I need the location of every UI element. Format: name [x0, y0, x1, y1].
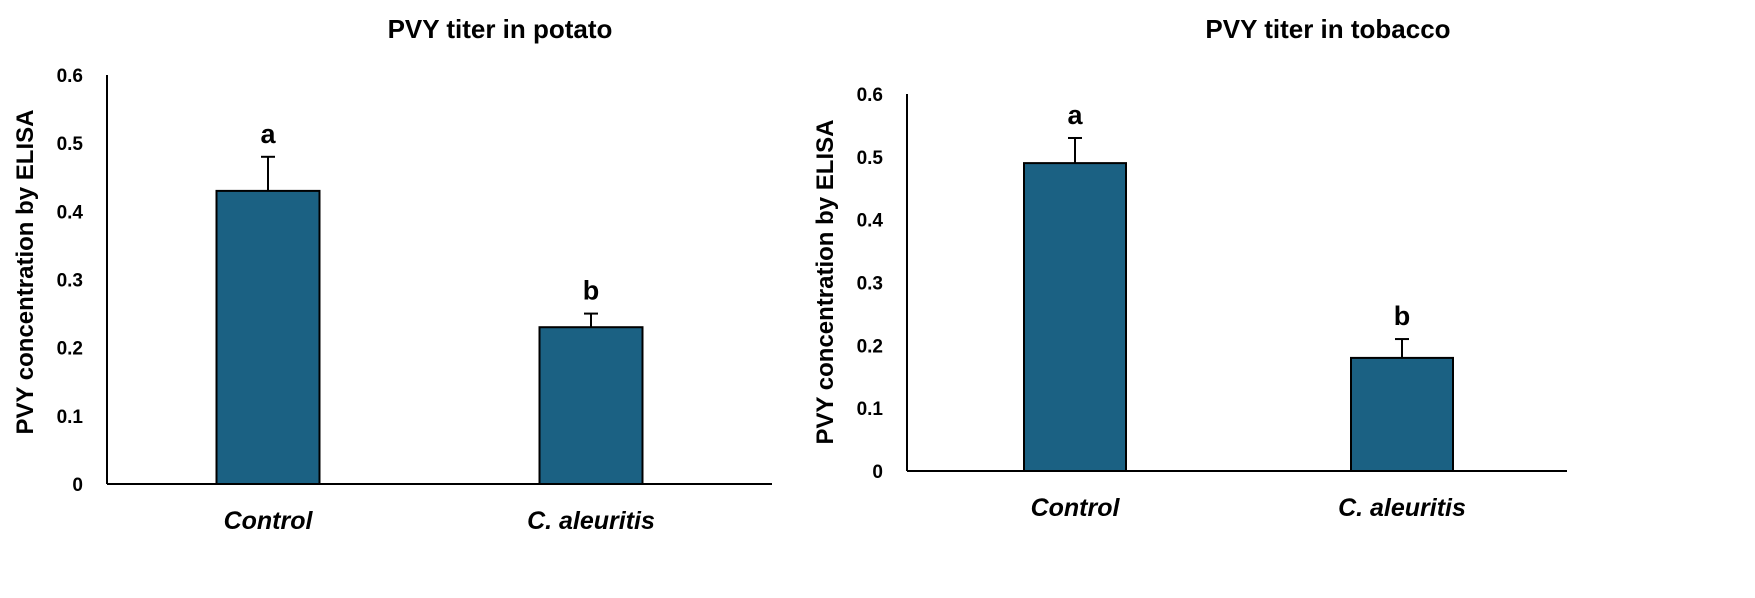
potato-y-tick-label: 0.5	[57, 134, 84, 155]
tobacco-significance-letter: b	[1394, 301, 1411, 331]
potato-error-bar-control	[261, 155, 275, 191]
potato-bar-control	[215, 189, 321, 485]
tobacco-y-axis-label: PVY concentration by ELISA	[812, 120, 839, 445]
tobacco-error-bar-c-aleuritis	[1395, 338, 1409, 358]
tobacco-y-tick-label: 0.2	[857, 336, 883, 357]
potato-y-tick-label: 0.2	[57, 339, 83, 360]
potato-y-axis-label: PVY concentration by ELISA	[12, 110, 39, 435]
tobacco-error-bar-control	[1068, 136, 1082, 164]
potato-y-tick-label: 0.4	[57, 202, 84, 223]
potato-y-tick-label: 0.6	[57, 66, 83, 87]
tobacco-y-ticks: 0 0.1 0.2 0.3 0.4 0.5 0.6	[857, 85, 884, 483]
tobacco-y-tick-label: 0.5	[857, 148, 884, 169]
potato-y-ticks: 0 0.1 0.2 0.3 0.4 0.5 0.6	[57, 66, 84, 496]
tobacco-y-tick-label: 0.6	[857, 85, 883, 106]
potato-chart: PVY titer in potato PVY concentration by…	[12, 14, 772, 535]
tobacco-y-tick-label: 0.1	[857, 399, 884, 420]
potato-significance-letter: a	[260, 119, 276, 149]
tobacco-x-ticks: Control C. aleuritis	[1031, 494, 1466, 522]
tobacco-y-tick-label: 0.4	[857, 211, 884, 232]
tobacco-bars: ab	[1023, 100, 1454, 472]
potato-significance-letter: b	[583, 276, 600, 306]
tobacco-chart: PVY titer in tobacco PVY concentration b…	[812, 14, 1567, 522]
tobacco-bar-control	[1023, 162, 1127, 472]
potato-y-tick-label: 0.1	[57, 407, 84, 428]
tobacco-chart-title: PVY titer in tobacco	[1205, 14, 1450, 44]
tobacco-category-label: Control	[1031, 494, 1121, 522]
tobacco-y-tick-label: 0	[872, 462, 883, 483]
potato-category-label: Control	[224, 507, 314, 535]
potato-error-bar-c-aleuritis	[584, 312, 598, 328]
potato-chart-title: PVY titer in potato	[388, 14, 613, 44]
tobacco-y-tick-label: 0.3	[857, 274, 883, 295]
tobacco-significance-letter: a	[1067, 100, 1083, 130]
potato-category-label: C. aleuritis	[527, 507, 655, 535]
tobacco-bar-c-aleuritis	[1350, 356, 1454, 472]
potato-bar-c-aleuritis	[538, 326, 644, 486]
potato-y-tick-label: 0.3	[57, 271, 83, 292]
potato-y-tick-label: 0	[72, 475, 83, 496]
tobacco-category-label: C. aleuritis	[1338, 494, 1466, 522]
potato-bars: ab	[215, 119, 644, 486]
potato-x-ticks: Control C. aleuritis	[224, 507, 655, 535]
